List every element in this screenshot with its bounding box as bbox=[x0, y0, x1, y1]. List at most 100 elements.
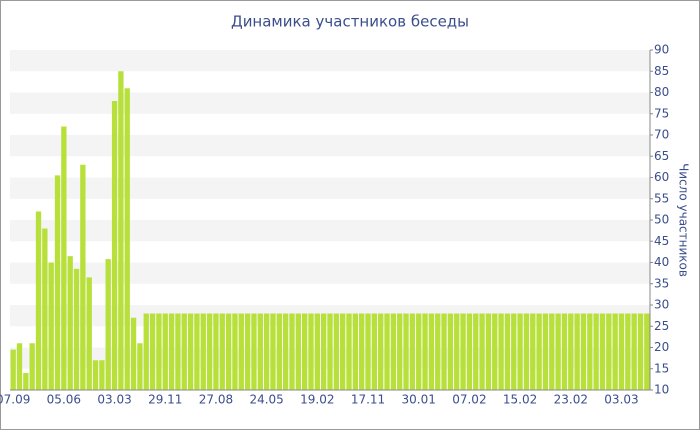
bar bbox=[80, 164, 86, 390]
bar bbox=[378, 313, 384, 390]
bar bbox=[530, 313, 536, 390]
bar bbox=[156, 313, 162, 390]
grid-band bbox=[10, 220, 650, 242]
x-tick-label: 03.03 bbox=[604, 393, 638, 407]
bar bbox=[270, 313, 276, 390]
bar bbox=[181, 313, 187, 390]
bar bbox=[238, 313, 244, 390]
bar bbox=[42, 228, 48, 390]
bar bbox=[143, 313, 149, 390]
bar bbox=[542, 313, 549, 390]
x-tick-label: 30.01 bbox=[402, 393, 436, 407]
bar bbox=[162, 313, 168, 390]
bar bbox=[73, 268, 80, 390]
bar bbox=[16, 343, 23, 390]
y-tick-label: 90 bbox=[654, 43, 669, 57]
x-tick-label: 07.02 bbox=[452, 393, 486, 407]
bar bbox=[593, 313, 599, 390]
y-tick-label: 70 bbox=[654, 128, 669, 142]
bar bbox=[618, 313, 625, 390]
bar bbox=[118, 71, 124, 390]
bar bbox=[580, 313, 587, 390]
bar bbox=[511, 313, 517, 390]
bar bbox=[346, 313, 352, 390]
y-tick-label: 50 bbox=[654, 213, 669, 227]
bar bbox=[289, 313, 295, 390]
bar bbox=[263, 313, 270, 390]
bar bbox=[612, 313, 618, 390]
bar bbox=[422, 313, 428, 390]
y-tick-label: 30 bbox=[654, 298, 669, 312]
bar bbox=[384, 313, 390, 390]
bar bbox=[219, 313, 225, 390]
bar bbox=[359, 313, 365, 390]
bar bbox=[257, 313, 263, 390]
bar bbox=[225, 313, 232, 390]
y-tick-label: 85 bbox=[654, 64, 669, 78]
x-tick-label: 03.03 bbox=[97, 393, 131, 407]
bar bbox=[536, 313, 542, 390]
bar bbox=[441, 313, 447, 390]
y-tick-label: 65 bbox=[654, 149, 669, 163]
bar bbox=[485, 313, 492, 390]
y-tick-label: 75 bbox=[654, 106, 669, 120]
bar bbox=[498, 313, 504, 390]
x-tick-label: 29.11 bbox=[148, 393, 182, 407]
bar bbox=[460, 313, 466, 390]
bar bbox=[130, 317, 137, 390]
x-tick-label: 24.05 bbox=[249, 393, 283, 407]
bar bbox=[321, 313, 327, 390]
bar bbox=[308, 313, 314, 390]
bar bbox=[568, 313, 574, 390]
bar bbox=[149, 313, 156, 390]
chart-title: Динамика участников беседы bbox=[231, 13, 469, 31]
bar bbox=[549, 313, 555, 390]
bar bbox=[213, 313, 219, 390]
x-tick-label: 05.06 bbox=[47, 393, 81, 407]
bar bbox=[397, 313, 403, 390]
y-tick-label: 45 bbox=[654, 234, 669, 248]
bar bbox=[244, 313, 251, 390]
x-tick-label: 17.11 bbox=[351, 393, 385, 407]
bar bbox=[187, 313, 194, 390]
bar bbox=[561, 313, 568, 390]
x-tick-label: 23.02 bbox=[554, 393, 588, 407]
bar bbox=[587, 313, 593, 390]
bar bbox=[251, 313, 257, 390]
y-tick-label: 55 bbox=[654, 191, 669, 205]
bar bbox=[23, 373, 29, 390]
bar bbox=[92, 360, 99, 390]
bar bbox=[435, 313, 441, 390]
y-tick-label: 15 bbox=[654, 361, 669, 375]
bar bbox=[409, 313, 416, 390]
bar bbox=[168, 313, 175, 390]
bar bbox=[390, 313, 397, 390]
bar bbox=[61, 126, 67, 390]
bar bbox=[282, 313, 289, 390]
bar bbox=[200, 313, 206, 390]
bar bbox=[454, 313, 460, 390]
bar bbox=[340, 313, 346, 390]
bar bbox=[99, 360, 105, 390]
bar bbox=[29, 343, 35, 390]
y-tick-label: 35 bbox=[654, 276, 669, 290]
bar bbox=[599, 313, 606, 390]
grid-band bbox=[10, 177, 650, 199]
bar bbox=[473, 313, 479, 390]
x-tick-label: 19.02 bbox=[300, 393, 334, 407]
bar bbox=[555, 313, 561, 390]
bar bbox=[479, 313, 485, 390]
bar bbox=[403, 313, 409, 390]
bar bbox=[124, 88, 130, 390]
bar bbox=[365, 313, 371, 390]
x-tick-label: 15.02 bbox=[503, 393, 537, 407]
bar bbox=[625, 313, 631, 390]
bar bbox=[67, 256, 73, 390]
bar bbox=[352, 313, 359, 390]
bar bbox=[333, 313, 339, 390]
y-tick-label: 10 bbox=[654, 383, 669, 397]
y-tick-label: 40 bbox=[654, 255, 669, 269]
bar bbox=[327, 313, 333, 390]
bar bbox=[428, 313, 435, 390]
